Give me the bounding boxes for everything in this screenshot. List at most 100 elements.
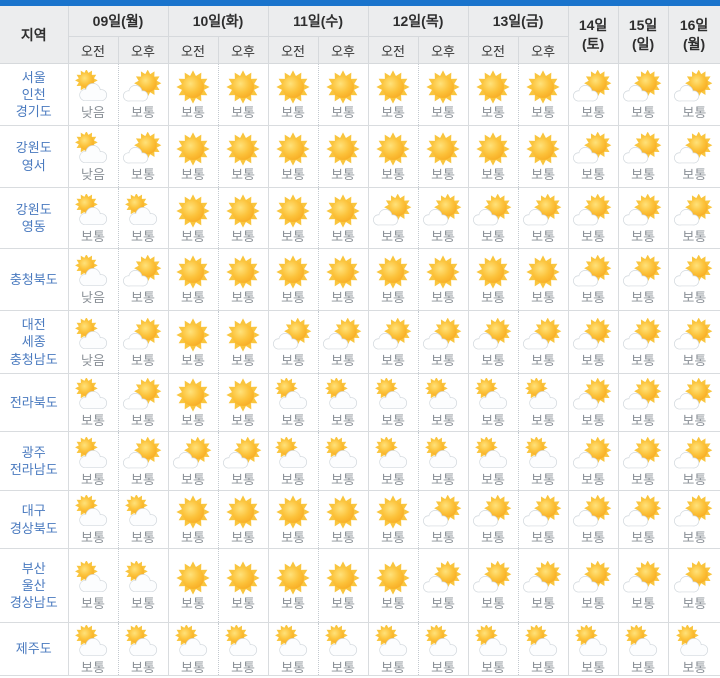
forecast-cell: 보통 [567, 310, 619, 374]
sunny-icon [520, 70, 566, 104]
status-label: 보통 [281, 530, 305, 545]
status-label: 보통 [581, 596, 606, 611]
forecast-cell: 보통 [667, 125, 720, 188]
table-row: 강원도 영서 낮음 보통 보통 보통 보통 보통 보통 보통 보통 보통 보통 보통 보통 [0, 125, 720, 188]
day-header-16: 16일 (월) [667, 6, 720, 64]
table-row: 대구 경상북도 보통 보통 보통 보통 보통 보통 보통 보통 보통 보통 보통 보통 보통 [0, 490, 720, 549]
cloud-sun-icon [120, 624, 166, 659]
status-label: 보통 [131, 290, 155, 305]
sun-cloud-icon [570, 378, 616, 412]
status-label: 보통 [682, 290, 707, 305]
forecast-cell: 보통 [317, 548, 369, 623]
status-label: 보통 [331, 659, 355, 675]
sun-cloud-icon [671, 317, 717, 352]
forecast-cell: 보통 [517, 310, 569, 374]
forecast-cell: 보통 [567, 63, 619, 126]
pm-header: 오후 [417, 36, 469, 64]
status-label: 보통 [381, 530, 405, 545]
sun-cloud-icon [420, 561, 466, 595]
region-label: 서울 [21, 69, 46, 85]
status-label: 보통 [581, 352, 606, 368]
sun-cloud-icon [420, 495, 466, 529]
forecast-cell: 보통 [517, 548, 569, 623]
region-label: 광주 [21, 444, 46, 460]
status-label: 보통 [181, 167, 205, 182]
forecast-cell: 보통 [167, 622, 219, 676]
cloud-sun-icon [520, 624, 566, 659]
status-label: 보통 [231, 228, 255, 244]
table-row: 강원도 영동 보통 보통 보통 보통 보통 보통 보통 보통 보통 보통 보통 보통 보통 [0, 187, 720, 249]
cloud-sun-icon [370, 436, 416, 471]
status-label: 보통 [281, 413, 305, 428]
sunny-icon [220, 255, 266, 289]
status-label: 보통 [381, 413, 405, 428]
region-label: 인천 [21, 86, 46, 102]
region-column-header: 지역 [0, 6, 69, 64]
status-label: 보통 [331, 228, 355, 244]
sun-cloud-icon [671, 495, 717, 529]
status-label: 보통 [631, 530, 656, 545]
day-header-12: 12일(목) [367, 6, 469, 37]
status-label: 보통 [631, 596, 656, 611]
forecast-cell: 보통 [317, 63, 369, 126]
forecast-cell: 보통 [617, 125, 669, 188]
sunny-icon [370, 255, 416, 289]
forecast-cell: 보통 [317, 622, 369, 676]
status-label: 보통 [682, 659, 707, 675]
forecast-cell: 보통 [217, 490, 269, 549]
region-cell: 부산 울산 경상남도 [0, 548, 68, 623]
forecast-cell: 보통 [217, 373, 269, 432]
forecast-cell: 보통 [217, 431, 269, 491]
status-label: 보통 [531, 105, 556, 120]
sunny-icon [370, 70, 416, 104]
forecast-cell: 보통 [167, 125, 219, 188]
status-label: 보통 [581, 105, 606, 120]
status-label: 보통 [682, 352, 707, 368]
status-label: 보통 [631, 413, 656, 428]
sunny-icon [220, 378, 266, 412]
table-row: 대전 세종 충청남도 낮음 보통 보통 보통 보통 보통 보통 보통 보통 보통 보통 보통 보통 [0, 310, 720, 374]
forecast-cell: 보통 [417, 310, 469, 374]
status-label: 보통 [131, 352, 155, 368]
status-label: 보통 [431, 596, 456, 611]
day-label: 14일 [578, 16, 608, 33]
status-label: 보통 [131, 659, 155, 675]
forecast-cell: 보통 [617, 248, 669, 311]
status-label: 보통 [231, 413, 255, 428]
forecast-cell: 보통 [517, 431, 569, 491]
forecast-cell: 보통 [317, 248, 369, 311]
region-label: 충청북도 [9, 271, 58, 287]
cloud-sun-icon [70, 317, 116, 352]
status-label: 보통 [631, 290, 656, 305]
forecast-cell: 보통 [617, 431, 669, 491]
forecast-cell: 보통 [67, 431, 118, 491]
status-label: 보통 [581, 228, 606, 244]
sun-cloud-icon [120, 132, 166, 166]
sunny-icon [170, 132, 216, 166]
cloud-sun-icon [70, 132, 116, 166]
sunny-icon [270, 193, 316, 228]
sunny-icon [170, 317, 216, 352]
status-label: 보통 [231, 352, 255, 368]
forecast-cell: 보통 [267, 548, 319, 623]
forecast-cell: 보통 [117, 248, 169, 311]
forecast-cell: 보통 [567, 490, 619, 549]
sun-cloud-icon [470, 193, 516, 228]
forecast-cell: 보통 [67, 548, 118, 623]
sun-cloud-icon [620, 378, 666, 412]
cloud-sun-icon [220, 624, 266, 659]
sun-cloud-icon [671, 378, 717, 412]
forecast-cell: 보통 [467, 548, 519, 623]
sun-cloud-icon [320, 317, 366, 352]
status-label: 낮음 [81, 290, 105, 305]
sunny-icon [170, 495, 216, 529]
sunny-icon [220, 561, 266, 595]
forecast-cell: 보통 [467, 431, 519, 491]
status-label: 보통 [682, 228, 707, 244]
status-label: 보통 [181, 290, 205, 305]
day-header-11: 11일(수) [267, 6, 369, 37]
status-label: 보통 [682, 471, 707, 487]
forecast-cell: 보통 [667, 548, 720, 623]
forecast-cell: 보통 [167, 310, 219, 374]
